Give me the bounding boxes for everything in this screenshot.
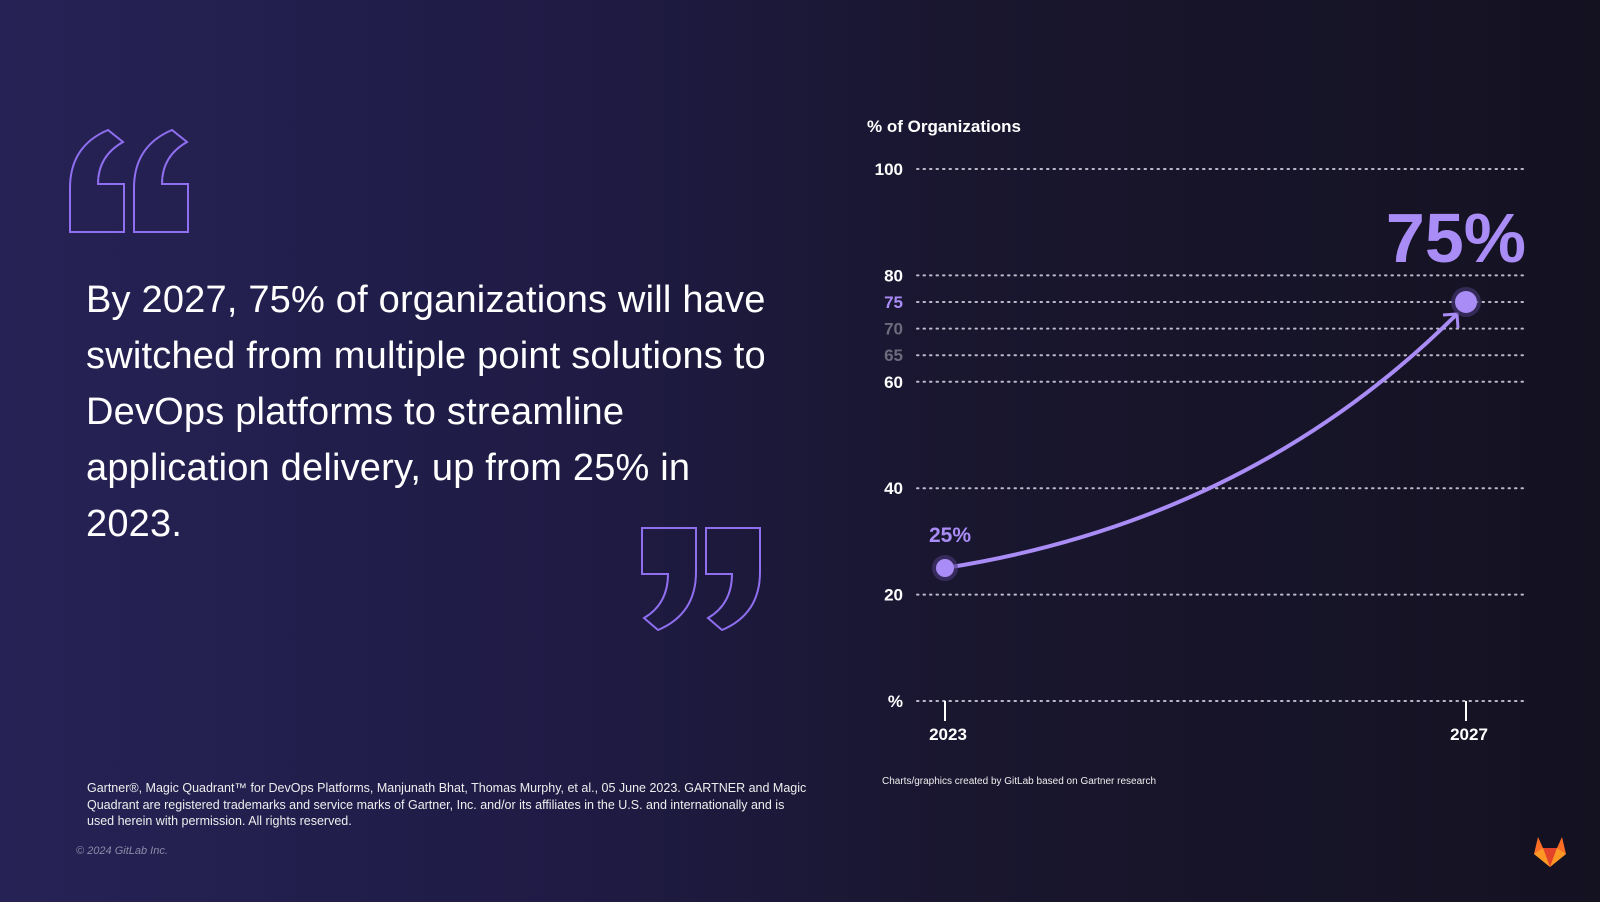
data-label-2023: 25% bbox=[929, 524, 971, 547]
x-tick-label: 2023 bbox=[929, 725, 967, 744]
y-tick-label: 100 bbox=[875, 160, 903, 179]
y-tick-label: 80 bbox=[884, 266, 903, 285]
data-point bbox=[1455, 291, 1477, 313]
chart-credit: Charts/graphics created by GitLab based … bbox=[882, 776, 1157, 787]
y-tick-label: % bbox=[888, 692, 903, 711]
data-label-2027: 75% bbox=[1386, 199, 1526, 277]
y-axis-title: % of Organizations bbox=[867, 117, 1021, 136]
gitlab-logo-icon bbox=[1534, 837, 1566, 867]
y-tick-label: 40 bbox=[884, 479, 903, 498]
data-point bbox=[936, 559, 954, 577]
quote-open-icon bbox=[69, 128, 189, 233]
quote-close-icon bbox=[641, 527, 761, 632]
y-tick-label: 70 bbox=[884, 320, 903, 339]
y-tick-label: 75 bbox=[884, 293, 903, 312]
footnote: Gartner®, Magic Quadrant™ for DevOps Pla… bbox=[87, 781, 807, 828]
x-tick-label: 2027 bbox=[1450, 725, 1488, 744]
copyright: © 2024 GitLab Inc. bbox=[76, 845, 168, 857]
y-tick-label: 20 bbox=[884, 586, 903, 605]
y-tick-label: 65 bbox=[884, 346, 903, 365]
y-tick-label: 60 bbox=[884, 373, 903, 392]
series-line bbox=[944, 312, 1459, 570]
quote-text: By 2027, 75% of organizations will have … bbox=[86, 279, 766, 545]
